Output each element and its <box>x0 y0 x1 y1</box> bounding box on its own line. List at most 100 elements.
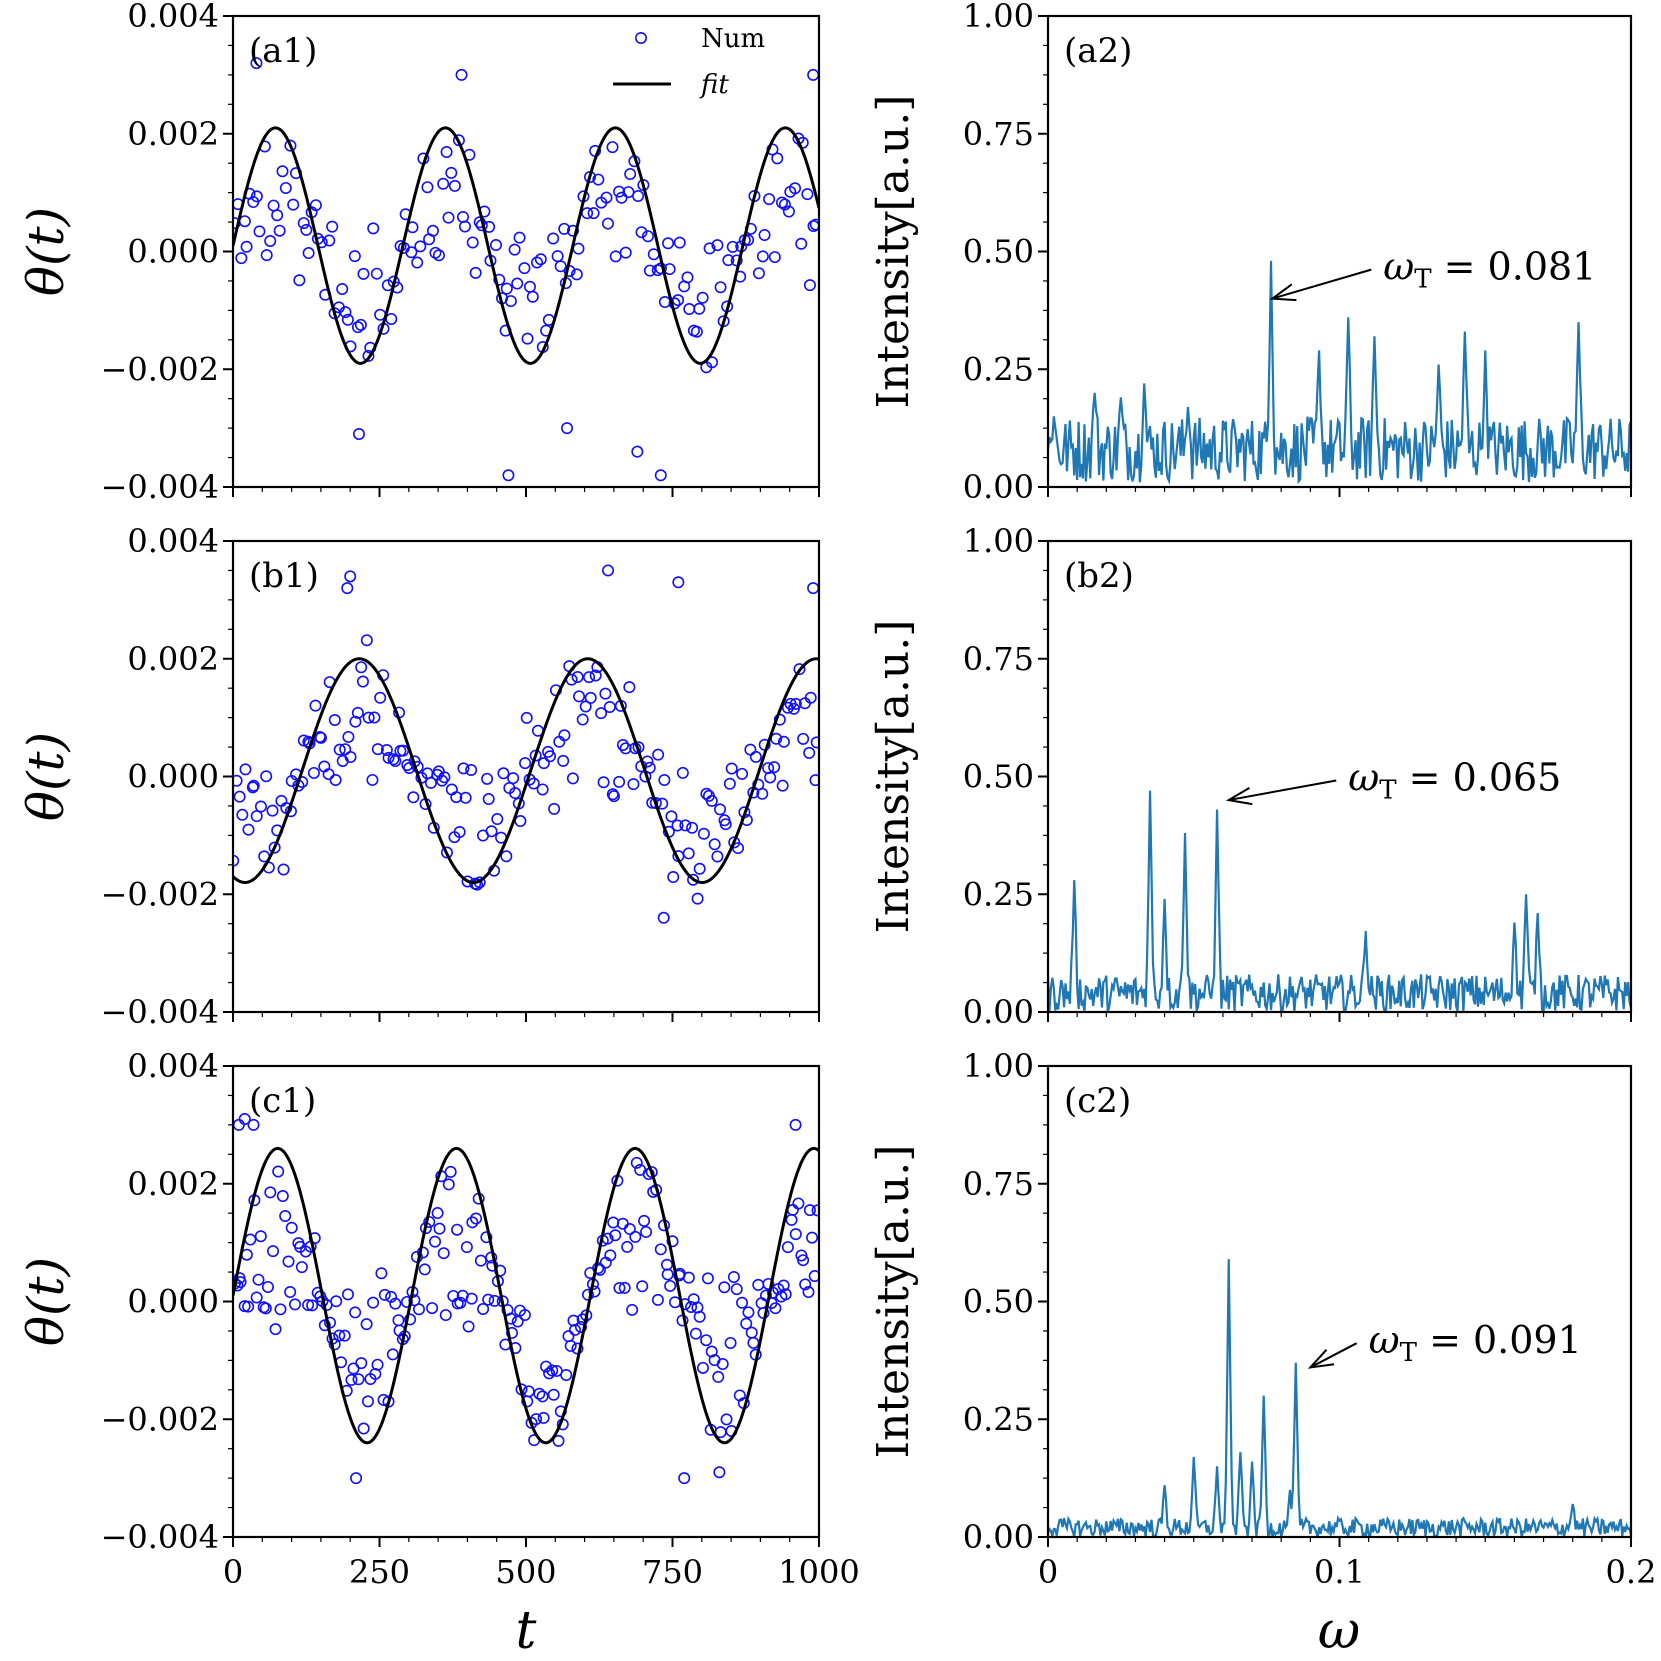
num-point <box>508 243 521 256</box>
num-point <box>809 774 819 787</box>
y-tick-label: 0.002 <box>127 115 219 153</box>
num-point <box>253 225 266 238</box>
num-point <box>679 819 692 832</box>
annotation-value: = 0.091 <box>1417 1318 1582 1362</box>
num-point <box>531 256 544 269</box>
num-point <box>259 1302 272 1315</box>
y-tick-label: 0.25 <box>963 875 1034 913</box>
panel-label: (c1) <box>249 1081 316 1121</box>
y-axis-title: Intensity[a.u.] <box>868 95 919 409</box>
num-point <box>604 1249 617 1262</box>
num-point <box>745 1326 758 1339</box>
num-point <box>269 1323 282 1336</box>
num-point <box>609 250 622 263</box>
num-point <box>421 181 434 194</box>
num-point <box>242 823 255 836</box>
num-point <box>587 207 600 220</box>
num-point <box>629 1230 642 1243</box>
num-point <box>756 250 769 263</box>
spectrum-line <box>1048 1259 1631 1537</box>
num-point <box>789 697 802 710</box>
num-point <box>470 1212 483 1225</box>
num-point <box>352 1373 365 1386</box>
y-axis-title: Intensity[a.u.] <box>868 1145 919 1459</box>
num-point <box>546 1364 559 1377</box>
num-point <box>284 1286 297 1299</box>
panel-a1: −0.004 −0.002 0.000 0.002 0.004 θ(t) (a1) Num fi… <box>17 0 821 506</box>
num-point <box>613 185 626 198</box>
num-point <box>362 349 375 362</box>
y-tick-label: −0.004 <box>101 1518 219 1556</box>
num-point <box>534 253 547 266</box>
num-point <box>571 670 584 683</box>
num-point <box>789 182 802 195</box>
num-point <box>444 1165 457 1178</box>
num-point <box>726 240 739 253</box>
num-point <box>497 767 510 780</box>
num-point <box>779 1288 792 1301</box>
num-point <box>378 1288 391 1301</box>
num-point <box>414 240 427 253</box>
num-point <box>254 800 267 813</box>
panel-b2: 0.00 0.25 0.50 0.75 1.00 ωT = 0.065 Intensity[… <box>868 522 1633 1031</box>
num-point <box>328 714 341 727</box>
num-point <box>424 776 437 789</box>
num-point <box>700 1334 713 1347</box>
y-tick-label: 1.00 <box>963 522 1034 560</box>
num-point <box>355 661 368 674</box>
num-point <box>268 841 281 854</box>
num-point <box>775 196 788 209</box>
x-tick-label: 750 <box>642 1553 703 1591</box>
num-point <box>714 803 727 816</box>
num-point <box>506 1326 519 1339</box>
num-point <box>619 246 632 259</box>
num-point <box>752 267 765 280</box>
num-point <box>367 1296 380 1309</box>
data-layer <box>233 1112 819 1485</box>
num-point <box>416 1246 429 1259</box>
y-tick-label: −0.002 <box>101 350 219 388</box>
num-point <box>807 68 819 81</box>
num-point <box>411 256 424 269</box>
num-point <box>635 226 648 239</box>
num-point <box>235 252 248 265</box>
num-point <box>437 1247 450 1260</box>
num-point <box>569 1323 582 1336</box>
num-point <box>564 1339 577 1352</box>
num-point <box>439 1309 452 1322</box>
num-point <box>480 1231 493 1244</box>
panel-label: (a1) <box>249 31 317 71</box>
num-point <box>548 802 561 815</box>
annotation-subscript: T <box>1379 776 1397 806</box>
num-point <box>466 1216 479 1229</box>
num-point <box>696 1361 709 1374</box>
num-point <box>526 290 539 303</box>
num-point <box>233 1118 245 1131</box>
num-point <box>349 715 362 728</box>
y-tick-label: 0.000 <box>127 758 219 796</box>
num-point <box>623 1223 636 1236</box>
num-point <box>583 671 596 684</box>
num-point <box>537 757 550 770</box>
num-point <box>389 755 402 768</box>
num-point <box>537 1411 550 1424</box>
num-point <box>660 1258 673 1271</box>
num-point <box>462 1320 475 1333</box>
y-tick-label: 0.00 <box>963 468 1034 506</box>
num-point <box>345 1373 358 1386</box>
num-point <box>712 1370 725 1383</box>
num-point <box>792 1197 805 1210</box>
num-point <box>804 691 817 704</box>
num-point <box>367 222 380 235</box>
num-point <box>686 821 699 834</box>
num-point <box>341 582 354 595</box>
num-point <box>661 1268 674 1281</box>
num-point <box>442 211 455 224</box>
num-point <box>279 181 292 194</box>
num-point <box>520 711 533 724</box>
num-point <box>458 220 471 233</box>
num-point <box>719 818 732 831</box>
y-axis-title: Intensity[a.u.] <box>868 620 919 934</box>
num-point <box>282 1255 295 1268</box>
y-tick-label: 0.004 <box>127 522 219 560</box>
